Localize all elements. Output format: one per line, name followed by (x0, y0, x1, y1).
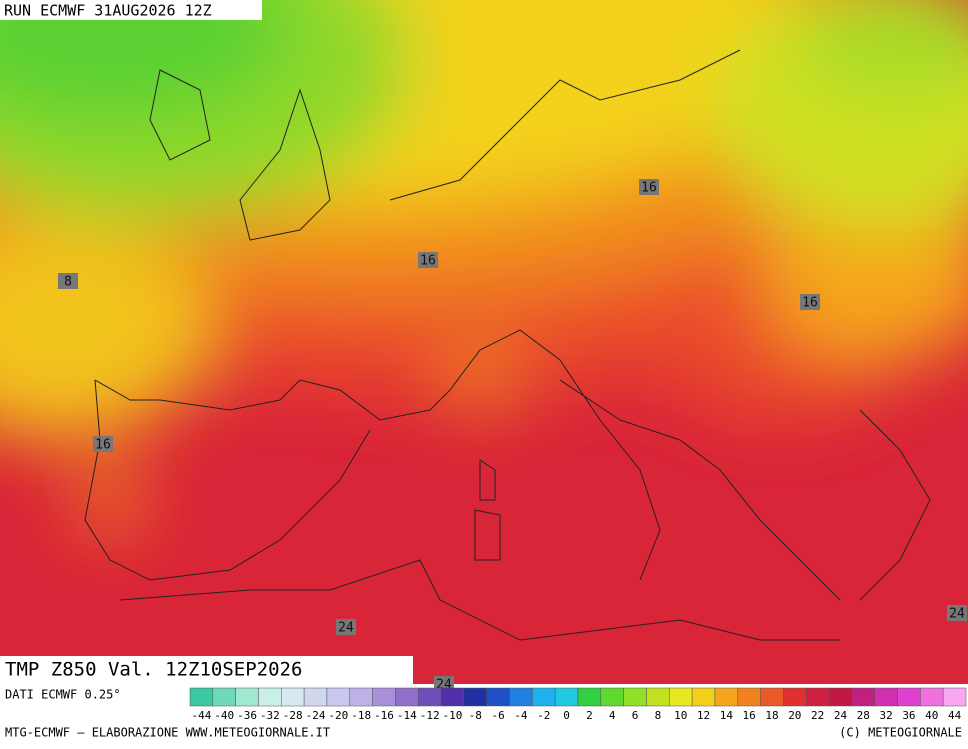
scale-label: -28 (283, 709, 303, 722)
scale-label: -10 (443, 709, 463, 722)
coastlines (84, 49, 931, 641)
scale-label: 36 (902, 709, 915, 722)
scale-swatch (212, 687, 236, 707)
scale-swatch (532, 687, 556, 707)
scale-swatch (805, 687, 830, 707)
footer-right: (C) METEOGIORNALE (839, 726, 962, 740)
scale-swatch (897, 687, 921, 707)
run-box (0, 0, 262, 20)
scale-swatch (600, 687, 624, 707)
contour-label: 24 (949, 607, 965, 622)
scale-swatch (509, 687, 533, 707)
scale-swatch (417, 687, 442, 707)
contour-label-box (336, 619, 356, 635)
scale-label: -16 (374, 709, 394, 722)
scale-label: -18 (351, 709, 371, 722)
scale-swatch (303, 687, 328, 707)
source-label: DATI ECMWF 0.25° (5, 688, 121, 702)
scale-swatch (440, 687, 465, 707)
scale-label: -20 (328, 709, 348, 722)
run-label: RUN ECMWF 31AUG2026 12Z (4, 2, 212, 20)
scale-label: -36 (237, 709, 257, 722)
scale-label: -44 (191, 709, 211, 722)
scale-label: -24 (306, 709, 326, 722)
scale-swatch (577, 687, 602, 707)
scale-swatch (486, 687, 510, 707)
contour-label: 16 (95, 438, 111, 453)
scale-label: 16 (743, 709, 756, 722)
scale-label: 0 (563, 709, 570, 722)
scale-swatch (349, 687, 373, 707)
scale-swatch (691, 687, 716, 707)
scale-label: 14 (720, 709, 734, 722)
scale-swatch (326, 687, 351, 707)
scale-swatch (783, 687, 807, 707)
scale-label: 22 (811, 709, 824, 722)
scale-label: 20 (788, 709, 801, 722)
scale-swatch (942, 687, 967, 707)
contour-label: 16 (420, 254, 436, 269)
scale-label: -12 (420, 709, 440, 722)
contour-label: 8 (64, 275, 72, 290)
scale-label: 40 (925, 709, 938, 722)
scale-swatch (760, 687, 784, 707)
scale-label: 6 (632, 709, 639, 722)
scale-label: -8 (469, 709, 482, 722)
scale-label: 12 (697, 709, 710, 722)
scale-swatch (395, 687, 419, 707)
contour-label-box (947, 605, 967, 621)
scale-label: 2 (586, 709, 593, 722)
scale-swatch (281, 687, 305, 707)
contour-label-box (418, 252, 438, 268)
scale-swatch (874, 687, 898, 707)
contour-label-box (93, 436, 113, 452)
scale-swatch (258, 687, 282, 707)
footer-left: MTG-ECMWF – ELABORAZIONE WWW.METEOGIORNA… (5, 726, 330, 740)
scale-label: 24 (834, 709, 848, 722)
contour-label-box (58, 273, 78, 289)
scale-swatch (463, 687, 487, 707)
title-box (0, 656, 413, 684)
scale-swatch (920, 687, 944, 707)
scale-swatch (669, 687, 693, 707)
scale-swatch (851, 687, 875, 707)
scale-label: -32 (260, 709, 280, 722)
scale-label: 8 (655, 709, 662, 722)
scale-label: 10 (674, 709, 687, 722)
scale-swatch (828, 687, 853, 707)
contour-label-box (800, 294, 820, 310)
scale-swatch (737, 687, 761, 707)
scale-label: 28 (857, 709, 870, 722)
scale-swatch (714, 687, 739, 707)
scale-label: 32 (879, 709, 892, 722)
map-title: TMP Z850 Val. 12Z10SEP2026 (5, 659, 302, 681)
contour-label-box (639, 179, 659, 195)
scale-label: 44 (948, 709, 962, 722)
contour-label: 24 (338, 621, 354, 636)
scale-label: -6 (491, 709, 504, 722)
scale-label: 18 (765, 709, 778, 722)
scale-label: -2 (537, 709, 550, 722)
scale-swatch (623, 687, 647, 707)
scale-swatch (372, 687, 396, 707)
scale-swatch (189, 687, 214, 707)
contour-label: 16 (641, 181, 657, 196)
scale-swatch (554, 687, 579, 707)
contour-label: 16 (802, 296, 818, 311)
scale-swatch (235, 687, 259, 707)
scale-label: -14 (397, 709, 417, 722)
scale-label: 4 (609, 709, 616, 722)
scale-label: -4 (514, 709, 528, 722)
temperature-field (0, 0, 968, 684)
scale-swatch (646, 687, 670, 707)
scale-label: -40 (214, 709, 234, 722)
